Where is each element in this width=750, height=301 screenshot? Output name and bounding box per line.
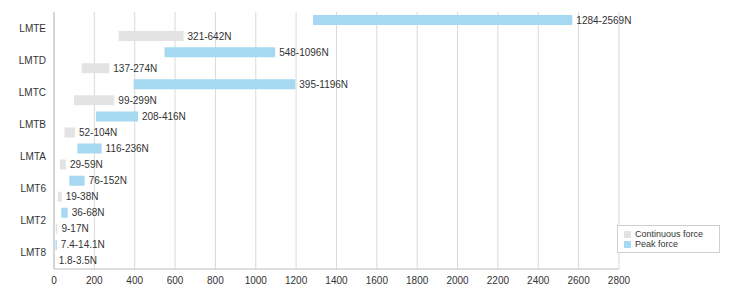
svg-text:321-642N: 321-642N — [188, 31, 232, 42]
svg-text:LMT2: LMT2 — [20, 215, 46, 226]
svg-text:19-38N: 19-38N — [66, 191, 99, 202]
svg-text:200: 200 — [86, 275, 103, 286]
svg-text:LMT8: LMT8 — [20, 247, 46, 258]
svg-text:LMT6: LMT6 — [20, 183, 46, 194]
svg-text:LMTB: LMTB — [19, 119, 46, 130]
svg-text:600: 600 — [167, 275, 184, 286]
svg-text:2600: 2600 — [567, 275, 590, 286]
svg-text:2400: 2400 — [527, 275, 550, 286]
svg-text:LMTA: LMTA — [20, 151, 46, 162]
svg-text:0: 0 — [51, 275, 57, 286]
svg-text:29-59N: 29-59N — [70, 159, 103, 170]
svg-text:99-299N: 99-299N — [118, 95, 156, 106]
svg-text:1800: 1800 — [406, 275, 429, 286]
svg-text:1600: 1600 — [366, 275, 389, 286]
svg-text:137-274N: 137-274N — [113, 63, 157, 74]
svg-text:LMTE: LMTE — [19, 23, 46, 34]
html-text:Peak force: Peak force — [635, 239, 678, 249]
html-text:Continuous force: Continuous force — [635, 229, 703, 239]
svg-text:1.8-3.5N: 1.8-3.5N — [59, 255, 97, 266]
svg-text:1200: 1200 — [285, 275, 308, 286]
svg-text:400: 400 — [126, 275, 143, 286]
svg-text:1000: 1000 — [245, 275, 268, 286]
svg-text:395-1196N: 395-1196N — [299, 79, 348, 90]
svg-text:76-152N: 76-152N — [89, 175, 127, 186]
svg-text:2200: 2200 — [487, 275, 510, 286]
svg-text:52-104N: 52-104N — [79, 127, 117, 138]
svg-text:1284-2569N: 1284-2569N — [576, 15, 631, 26]
svg-text:116-236N: 116-236N — [106, 143, 149, 154]
svg-text:36-68N: 36-68N — [72, 207, 105, 218]
svg-text:9-17N: 9-17N — [61, 223, 88, 234]
svg-text:2800: 2800 — [608, 275, 631, 286]
svg-text:1400: 1400 — [325, 275, 348, 286]
svg-text:2000: 2000 — [446, 275, 469, 286]
svg-text:7.4-14.1N: 7.4-14.1N — [61, 239, 105, 250]
svg-text:LMTC: LMTC — [19, 87, 46, 98]
svg-text:548-1096N: 548-1096N — [279, 47, 328, 58]
svg-text:LMTD: LMTD — [19, 55, 46, 66]
svg-text:800: 800 — [207, 275, 224, 286]
svg-text:208-416N: 208-416N — [142, 111, 186, 122]
